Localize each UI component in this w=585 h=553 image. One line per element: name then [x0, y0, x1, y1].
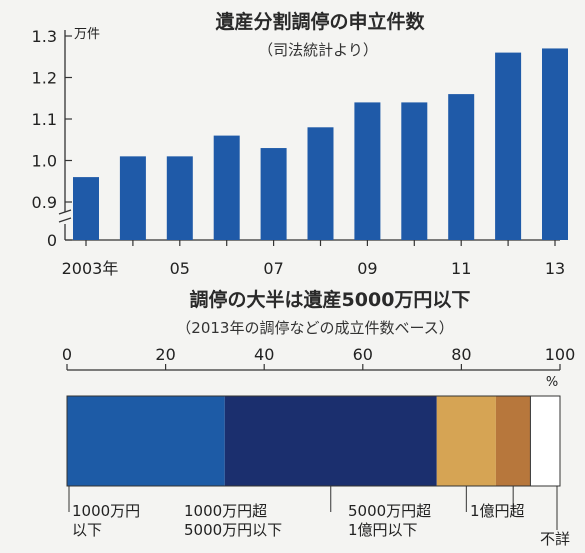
- x-tick-label: 11: [451, 259, 471, 278]
- segment-label: 1000万円: [72, 502, 140, 520]
- bar: [495, 52, 522, 240]
- y-tick-label: 1.0: [32, 152, 57, 171]
- segment: [67, 396, 225, 486]
- x-tick-label: 13: [545, 259, 565, 278]
- segment-label: 5000万円超: [348, 502, 431, 520]
- top-chart-y-axis: 0 0.9 1.0 1.1 1.2 1.3: [32, 27, 560, 250]
- bar: [73, 177, 99, 240]
- bar: [401, 102, 428, 241]
- bar: [448, 94, 475, 240]
- y-tick-label: 0: [47, 231, 57, 250]
- segment: [529, 395, 561, 487]
- x-tick-label: 07: [263, 259, 283, 278]
- bar: [166, 156, 193, 240]
- bar: [119, 156, 146, 240]
- segment-label: 不詳: [540, 530, 570, 548]
- y-tick-label: 1.1: [32, 110, 57, 129]
- x-tick-label: 100: [545, 345, 576, 364]
- y-tick-label: 0.9: [32, 193, 57, 212]
- top-chart-unit-label: 万件: [74, 27, 100, 42]
- segment-label: 1000万円超: [184, 502, 267, 520]
- segment-label: 1億円超: [470, 502, 525, 520]
- bottom-chart-title: 調停の大半は遺産5000万円以下: [190, 288, 471, 311]
- y-tick-label: 1.3: [32, 27, 57, 46]
- top-chart-x-axis: 2003年 05 07 09 11 13: [62, 240, 565, 278]
- segment: [495, 396, 531, 486]
- segment: [224, 396, 437, 486]
- segment-label: 以下: [72, 521, 102, 539]
- top-chart-subtitle: （司法統計より）: [258, 41, 378, 59]
- top-chart-title: 遺産分割調停の申立件数: [215, 10, 425, 33]
- bar-outline: [66, 395, 561, 487]
- x-tick-label: 80: [451, 345, 471, 364]
- x-tick-label: 2003年: [62, 259, 119, 278]
- top-chart-bars: [73, 48, 568, 241]
- bottom-chart-unit-label: %: [546, 375, 558, 390]
- x-tick-label: 60: [353, 345, 373, 364]
- x-tick-label: 40: [254, 345, 274, 364]
- bar: [354, 102, 381, 241]
- bottom-chart-segments: [66, 395, 561, 487]
- x-tick-label: 20: [155, 345, 175, 364]
- bar: [307, 127, 334, 240]
- x-tick-label: 05: [170, 259, 190, 278]
- bar: [213, 135, 240, 240]
- y-tick-label: 1.2: [32, 69, 57, 88]
- x-tick-label: 09: [357, 259, 377, 278]
- x-tick-label: 0: [62, 345, 72, 364]
- bottom-chart-subtitle: （2013年の調停などの成立件数ベース）: [176, 319, 453, 337]
- bottom-chart-x-axis: 0 20 40 60 80 100: [62, 345, 576, 371]
- axis-break-mark: [58, 209, 72, 223]
- bar: [260, 148, 287, 240]
- segment-label: 1億円以下: [348, 521, 418, 539]
- segment-label: 5000万円以下: [184, 521, 282, 539]
- segment: [436, 396, 496, 486]
- bar: [542, 48, 568, 241]
